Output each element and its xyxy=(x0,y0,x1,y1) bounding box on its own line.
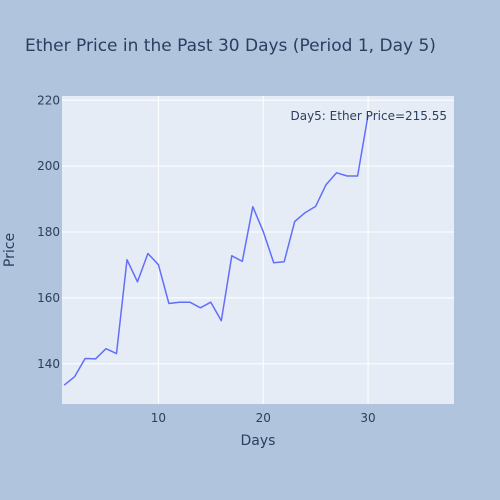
data-point-day-20[interactable] xyxy=(261,229,265,233)
series-layer xyxy=(62,114,369,387)
data-point-day-6[interactable] xyxy=(115,352,119,356)
y-tick-label-180: 180 xyxy=(37,225,60,239)
x-tick-label-30: 30 xyxy=(360,411,375,425)
data-point-day-25[interactable] xyxy=(314,204,318,208)
data-point-day-27[interactable] xyxy=(335,171,339,175)
plot-background xyxy=(62,96,454,404)
grid-lines xyxy=(62,96,454,404)
data-point-day-3[interactable] xyxy=(83,357,87,361)
data-point-day-22[interactable] xyxy=(282,260,286,264)
data-point-day-13[interactable] xyxy=(188,300,192,304)
series-line-0 xyxy=(63,114,369,386)
data-point-day-5[interactable] xyxy=(104,347,108,351)
data-point-day-12[interactable] xyxy=(177,300,181,304)
data-point-day-9[interactable] xyxy=(146,251,150,255)
chart-title: Ether Price in the Past 30 Days (Period … xyxy=(25,36,436,56)
x-tick-label-20: 20 xyxy=(256,411,271,425)
data-point-day-4[interactable] xyxy=(94,357,98,361)
tick-labels: 140 160 180 200 220 10 20 30 xyxy=(37,93,376,425)
data-point-day-11[interactable] xyxy=(167,302,171,306)
data-point-day-7[interactable] xyxy=(125,258,129,262)
chart-annotation: Day5: Ether Price=215.55 xyxy=(290,109,447,123)
y-tick-label-140: 140 xyxy=(37,357,60,371)
data-point-day-28[interactable] xyxy=(345,174,349,178)
data-point-day-23[interactable] xyxy=(293,220,297,224)
data-point-day-17[interactable] xyxy=(230,254,234,258)
y-axis-title: Price xyxy=(2,233,18,267)
data-point-day-24[interactable] xyxy=(303,211,307,215)
x-tick-label-10: 10 xyxy=(151,411,166,425)
data-point-day-26[interactable] xyxy=(324,183,328,187)
y-tick-label-160: 160 xyxy=(37,291,60,305)
data-point-day-16[interactable] xyxy=(219,319,223,323)
data-point-day-19[interactable] xyxy=(251,205,255,209)
data-point-day-29[interactable] xyxy=(356,174,360,178)
y-tick-label-220: 220 xyxy=(37,93,60,107)
data-point-day-21[interactable] xyxy=(272,261,276,265)
data-point-day-18[interactable] xyxy=(240,259,244,263)
data-point-day-2[interactable] xyxy=(73,375,77,379)
x-axis-title: Days xyxy=(241,433,276,449)
data-point-day-15[interactable] xyxy=(209,300,213,304)
data-point-day-14[interactable] xyxy=(198,306,202,310)
data-point-day-1[interactable] xyxy=(62,383,66,387)
data-point-day-8[interactable] xyxy=(135,280,139,284)
data-point-day-10[interactable] xyxy=(156,263,160,267)
y-tick-label-200: 200 xyxy=(37,159,60,173)
